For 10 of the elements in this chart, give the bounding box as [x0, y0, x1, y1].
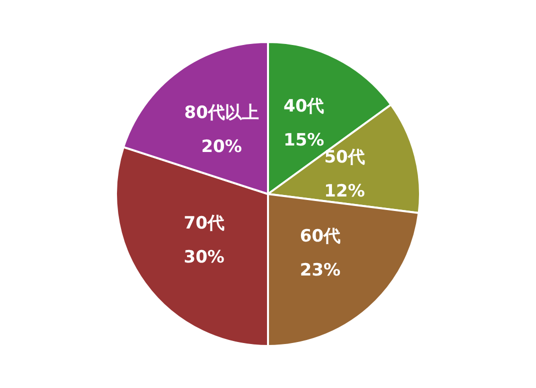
slice-label: 40代: [284, 96, 324, 117]
data-label: 12%: [324, 181, 365, 202]
slice-label: 80代以上: [184, 103, 259, 124]
data-label: 15%: [284, 130, 324, 151]
data-label: 20%: [201, 137, 242, 158]
data-label: 23%: [300, 260, 341, 280]
slice-label: 50代: [324, 147, 365, 168]
slice-label: 70代: [184, 213, 224, 234]
data-label: 30%: [184, 247, 224, 268]
slice-label: 60代: [300, 226, 341, 246]
